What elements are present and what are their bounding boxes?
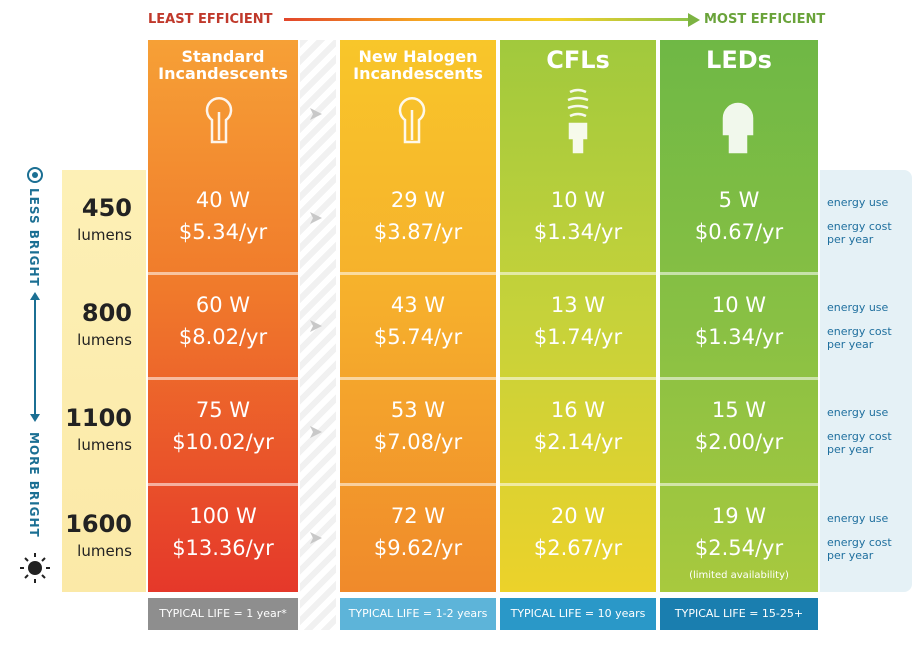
annual-cost: $5.74/yr <box>373 325 463 349</box>
wattage: 29 W <box>390 188 446 212</box>
energy-use-label: energy use <box>827 512 889 525</box>
annual-cost: $2.14/yr <box>533 430 623 454</box>
least-efficient-label: LEAST EFFICIENT <box>148 12 273 27</box>
wattage: 43 W <box>390 293 446 317</box>
annual-cost: $1.74/yr <box>533 325 623 349</box>
wattage: 13 W <box>550 293 606 317</box>
typical-life: TYPICAL LIFE = 1-2 years <box>340 598 496 630</box>
annual-cost: $13.36/yr <box>172 536 274 560</box>
lumens-value: 1600 <box>65 510 132 538</box>
row-separator <box>340 272 496 275</box>
typical-life: TYPICAL LIFE = 1 year* <box>148 598 298 630</box>
lumens-panel <box>62 170 146 592</box>
annual-cost: $2.67/yr <box>533 536 623 560</box>
annual-cost: $10.02/yr <box>172 430 274 454</box>
less-bright-label: LESS BRIGHT <box>27 188 41 287</box>
column-title: Standard Incandescents <box>158 47 288 83</box>
energy-cost-label: energy cost per year <box>827 325 892 351</box>
annual-cost: $1.34/yr <box>533 220 623 244</box>
row-separator <box>148 483 298 486</box>
legend-panel <box>820 170 912 592</box>
lumens-value: 1100 <box>65 404 132 432</box>
wattage: 10 W <box>711 293 767 317</box>
annual-cost: $1.34/yr <box>694 325 784 349</box>
column-title: New Halogen Incandescents <box>353 47 483 83</box>
availability-note: (limited availability) <box>689 570 789 581</box>
row-separator <box>340 377 496 380</box>
row-separator <box>660 377 818 380</box>
typical-life: TYPICAL LIFE = 10 years <box>500 598 656 630</box>
more-bright-label: MORE BRIGHT <box>27 432 41 538</box>
row-separator <box>500 272 656 275</box>
wattage: 16 W <box>550 398 606 422</box>
annual-cost: $3.87/yr <box>373 220 463 244</box>
lumens-unit: lumens <box>77 226 132 244</box>
most-efficient-label: MOST EFFICIENT <box>704 12 826 27</box>
lumens-unit: lumens <box>77 542 132 560</box>
row-separator <box>148 272 298 275</box>
wattage: 20 W <box>550 504 606 528</box>
lumens-value: 800 <box>81 299 132 327</box>
wattage: 15 W <box>711 398 767 422</box>
wattage: 53 W <box>390 398 446 422</box>
arrow-head <box>688 13 700 27</box>
column-title: LEDs <box>706 46 772 74</box>
wattage: 60 W <box>195 293 251 317</box>
row-separator <box>340 483 496 486</box>
lumens-unit: lumens <box>77 331 132 349</box>
energy-use-label: energy use <box>827 196 889 209</box>
energy-cost-label: energy cost per year <box>827 430 892 456</box>
row-separator <box>500 377 656 380</box>
stripe-column <box>300 40 336 630</box>
efficiency-arrow <box>284 18 694 21</box>
column <box>148 40 298 592</box>
wattage: 40 W <box>195 188 251 212</box>
wattage: 10 W <box>550 188 606 212</box>
wattage: 5 W <box>718 188 760 212</box>
energy-cost-label: energy cost per year <box>827 536 892 562</box>
typical-life: TYPICAL LIFE = 15-25+ years <box>660 598 818 652</box>
wattage: 75 W <box>195 398 251 422</box>
annual-cost: $2.54/yr <box>694 536 784 560</box>
row-separator <box>660 272 818 275</box>
energy-cost-label: energy cost per year <box>827 220 892 246</box>
energy-use-label: energy use <box>827 301 889 314</box>
row-separator <box>500 483 656 486</box>
annual-cost: $0.67/yr <box>694 220 784 244</box>
row-separator <box>660 483 818 486</box>
annual-cost: $7.08/yr <box>373 430 463 454</box>
wattage: 19 W <box>711 504 767 528</box>
lumens-unit: lumens <box>77 436 132 454</box>
annual-cost: $2.00/yr <box>694 430 784 454</box>
wattage: 72 W <box>390 504 446 528</box>
lumens-value: 450 <box>81 194 132 222</box>
annual-cost: $8.02/yr <box>178 325 268 349</box>
annual-cost: $9.62/yr <box>373 536 463 560</box>
annual-cost: $5.34/yr <box>178 220 268 244</box>
row-separator <box>148 377 298 380</box>
column-title: CFLs <box>546 46 610 74</box>
wattage: 100 W <box>189 504 257 528</box>
energy-use-label: energy use <box>827 406 889 419</box>
